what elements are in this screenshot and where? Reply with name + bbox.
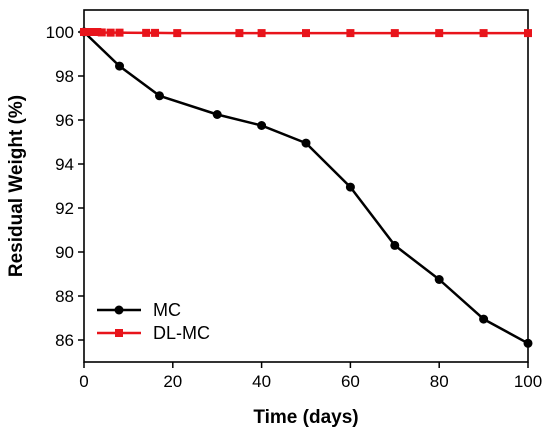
y-tick-label: 96 [55, 111, 74, 130]
data-point-dl-mc [106, 28, 115, 37]
data-point-mc [479, 314, 489, 324]
data-point-dl-mc [173, 29, 182, 38]
legend-marker-mc [114, 305, 124, 315]
x-axis-title: Time (days) [253, 407, 358, 428]
axis-ticks: 0 20 40 60 80 100 86 88 90 92 94 96 98 100 [46, 23, 543, 391]
data-point-mc [115, 61, 125, 71]
y-tick-label: 100 [46, 23, 74, 42]
y-axis-title: Residual Weight (%) [6, 95, 27, 277]
y-tick-label: 90 [55, 243, 74, 262]
data-point-mc [212, 110, 222, 119]
data-point-dl-mc [390, 29, 399, 38]
data-point-dl-mc [88, 28, 97, 36]
x-tick-label: 40 [252, 372, 271, 391]
data-point-mc [301, 138, 311, 148]
data-point-mc [154, 91, 164, 101]
data-point-dl-mc [93, 28, 102, 36]
data-point-dl-mc [115, 28, 124, 37]
legend-marker-dlmc [115, 329, 123, 337]
data-point-mc [434, 275, 444, 284]
y-tick-label: 94 [55, 155, 74, 174]
data-point-dl-mc [346, 29, 355, 38]
data-point-dl-mc [435, 29, 444, 38]
data-point-dl-mc [151, 28, 160, 37]
data-point-dl-mc [479, 29, 488, 38]
y-tick-label: 86 [55, 331, 74, 350]
legend-label-dlmc: DL-MC [153, 323, 210, 343]
x-tick-label: 60 [341, 372, 360, 391]
data-point-mc [390, 240, 400, 250]
legend-label-mc: MC [153, 300, 181, 320]
x-tick-label: 80 [430, 372, 449, 391]
data-point-mc [345, 182, 355, 192]
data-point-dl-mc [257, 29, 266, 38]
data-point-dl-mc [524, 29, 532, 38]
series-layer [79, 27, 533, 348]
x-tick-label: 20 [163, 372, 182, 391]
y-tick-label: 98 [55, 67, 74, 86]
legend: MC DL-MC [97, 300, 210, 343]
data-point-dl-mc [302, 29, 310, 38]
data-point-mc [523, 338, 533, 348]
y-tick-label: 92 [55, 199, 74, 218]
data-point-dl-mc [97, 28, 106, 37]
data-point-dl-mc [142, 28, 151, 37]
x-tick-label: 0 [79, 372, 88, 391]
series-line-mc [83, 31, 529, 345]
data-point-dl-mc [84, 28, 93, 36]
data-point-dl-mc [80, 28, 88, 36]
plot-frame [83, 9, 529, 363]
y-tick-label: 88 [55, 287, 74, 306]
x-tick-label: 100 [514, 372, 542, 391]
data-point-mc [257, 121, 267, 130]
data-point-dl-mc [235, 29, 244, 38]
